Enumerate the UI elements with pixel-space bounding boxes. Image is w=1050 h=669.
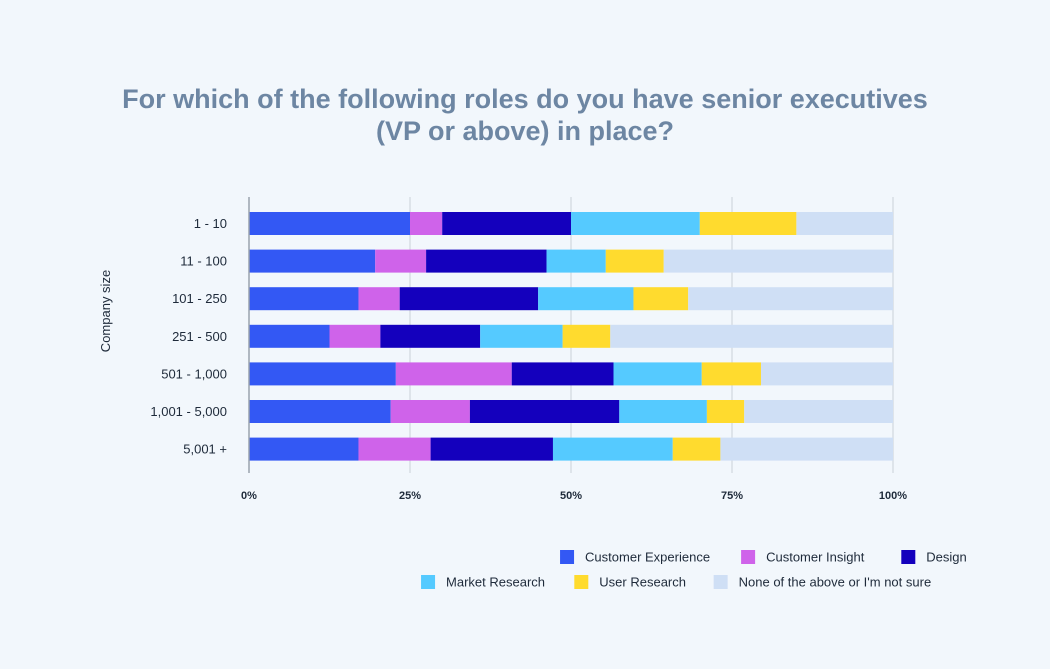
bar-segment xyxy=(249,324,330,348)
legend-label: Customer Experience xyxy=(585,550,710,565)
bar-segment xyxy=(760,362,893,386)
legend-swatch xyxy=(901,550,916,564)
bar-segment xyxy=(329,324,381,348)
y-axis-title: Company size xyxy=(98,270,113,352)
bar-segment xyxy=(390,400,470,423)
legend-swatch xyxy=(713,575,728,589)
legend-label: Market Research xyxy=(446,575,545,590)
bar-segment xyxy=(430,437,553,461)
bar-segment xyxy=(442,212,571,235)
x-tick-label: 0% xyxy=(241,490,257,502)
bar-segment xyxy=(380,324,481,348)
bar-segment xyxy=(249,362,396,386)
legend-swatch xyxy=(560,550,575,564)
bar-segment xyxy=(605,249,664,273)
category-label: 251 - 500 xyxy=(172,329,227,344)
category-label: 1,001 - 5,000 xyxy=(150,404,227,419)
legend-label: User Research xyxy=(599,575,686,590)
bar-segment xyxy=(562,324,611,348)
bar-segment xyxy=(358,287,400,311)
x-tick-label: 50% xyxy=(560,490,582,502)
legend-label: Design xyxy=(926,550,966,565)
category-label: 501 - 1,000 xyxy=(161,366,227,381)
bar-segment xyxy=(613,362,702,386)
bar-segment xyxy=(633,287,689,311)
bar-segment xyxy=(672,437,721,461)
bar-segment xyxy=(663,249,893,273)
bar-segment xyxy=(552,437,673,461)
bar-segment xyxy=(796,212,893,235)
category-label: 11 - 100 xyxy=(180,254,227,269)
bar-segment xyxy=(610,324,893,348)
bar-segment xyxy=(358,437,431,461)
chart-title-line-1: For which of the following roles do you … xyxy=(122,84,928,114)
bar-segment xyxy=(469,400,620,423)
legend-swatch xyxy=(574,575,589,589)
bars xyxy=(249,212,893,461)
category-label: 5,001 + xyxy=(183,442,227,457)
bar-segment xyxy=(571,212,700,235)
bar-segment xyxy=(744,400,893,423)
bar-segment xyxy=(699,212,797,235)
bar-segment xyxy=(480,324,563,348)
x-tick-label: 75% xyxy=(721,490,743,502)
bar-segment xyxy=(249,287,359,311)
bar-segment xyxy=(410,212,443,235)
chart-title-line-2: (VP or above) in place? xyxy=(376,116,674,146)
category-label: 1 - 10 xyxy=(194,216,227,231)
bar-segment xyxy=(688,287,893,311)
legend-swatch xyxy=(741,550,756,564)
bar-segment xyxy=(249,212,410,235)
x-tick-label: 25% xyxy=(399,490,421,502)
bar-segment xyxy=(538,287,634,311)
bar-segment xyxy=(375,249,427,273)
x-tick-label: 100% xyxy=(879,490,907,502)
category-labels: 1 - 10 11 - 100 101 - 250 251 - 500 501 - 1,… xyxy=(150,216,227,457)
bar-segment xyxy=(720,437,893,461)
legend-label: None of the above or I'm not sure xyxy=(739,575,932,590)
bar-segment xyxy=(426,249,547,273)
bar-segment xyxy=(399,287,539,311)
bar-segment xyxy=(546,249,606,273)
legend-swatch xyxy=(421,575,436,589)
x-tick-labels: 0% 25% 50% 75% 100% xyxy=(241,490,907,502)
legend: Customer Experience Customer Insight Desig… xyxy=(421,550,967,590)
bar-segment xyxy=(249,437,359,461)
bar-segment xyxy=(249,400,391,423)
bar-segment xyxy=(701,362,761,386)
bar-segment xyxy=(249,249,376,273)
bar-segment xyxy=(395,362,512,386)
category-label: 101 - 250 xyxy=(172,291,227,306)
bar-segment xyxy=(706,400,745,423)
legend-label: Customer Insight xyxy=(766,550,865,565)
bar-segment xyxy=(619,400,707,423)
bar-segment xyxy=(511,362,614,386)
